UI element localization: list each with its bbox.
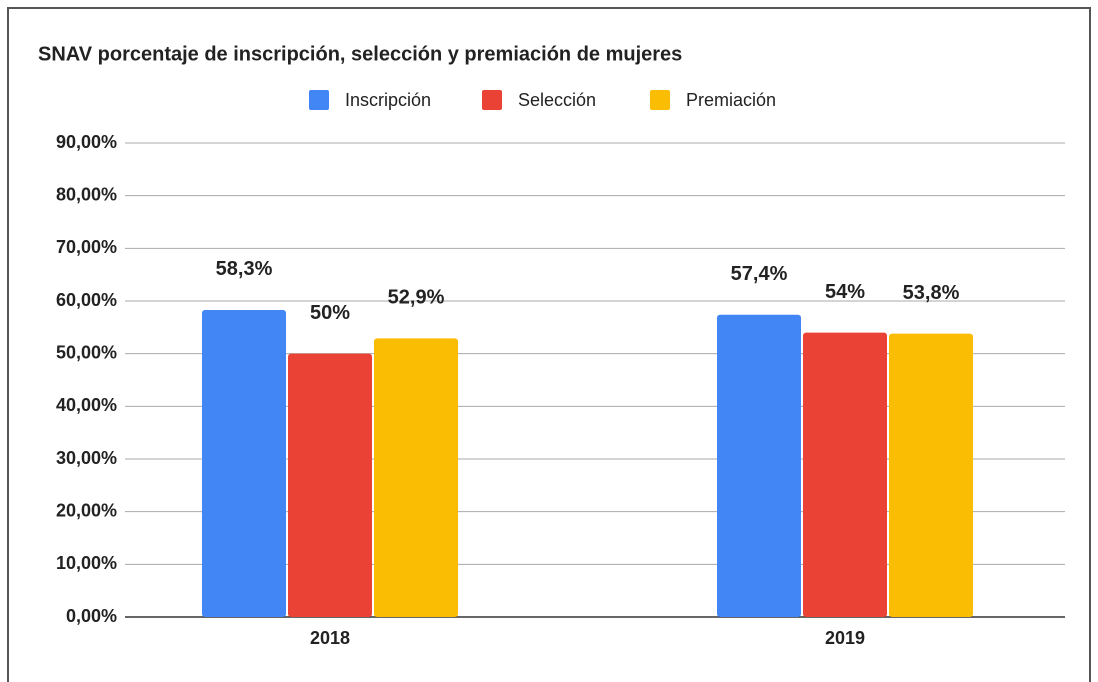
y-tick-label: 60,00% [56,290,117,310]
y-tick-label: 30,00% [56,448,117,468]
y-tick-label: 40,00% [56,395,117,415]
value-label: 53,8% [903,282,960,304]
bar [717,314,801,617]
y-tick-label: 0,00% [66,606,117,626]
y-tick-label: 80,00% [56,184,117,204]
value-label: 57,4% [731,263,788,285]
value-label: 50% [310,302,350,324]
chart-title: SNAV porcentaje de inscripción, selecció… [38,43,682,65]
legend-swatch [309,90,329,110]
bar [288,353,372,617]
y-tick-label: 10,00% [56,553,117,573]
bar [202,309,286,617]
legend-label: Selección [518,90,596,110]
x-tick-label: 2018 [310,628,350,648]
value-label: 58,3% [216,258,273,280]
bar [889,333,973,617]
legend-label: Inscripción [345,90,431,110]
y-tick-label: 50,00% [56,342,117,362]
legend-swatch [482,90,502,110]
value-label: 52,9% [388,287,445,309]
y-tick-label: 90,00% [56,132,117,152]
legend-swatch [650,90,670,110]
bar [374,338,458,617]
value-label: 54% [825,281,865,303]
y-tick-label: 20,00% [56,500,117,520]
bar [803,332,887,617]
y-tick-label: 70,00% [56,237,117,257]
legend-label: Premiación [686,90,776,110]
x-tick-label: 2019 [825,628,865,648]
